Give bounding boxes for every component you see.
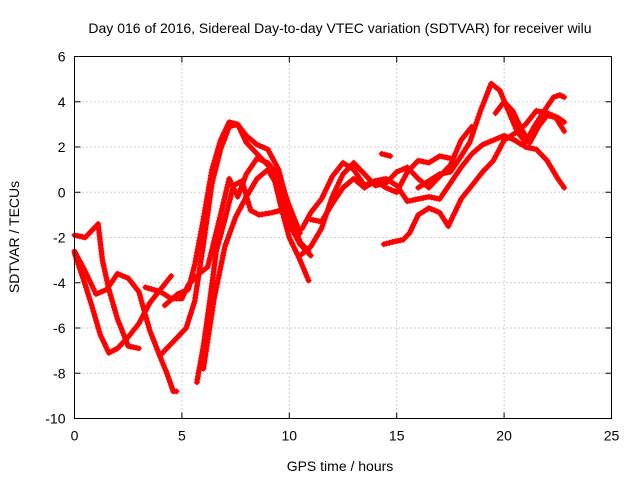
series-markers [71, 248, 180, 395]
plot-frame [74, 56, 612, 419]
series-markers [378, 150, 394, 160]
y-tick-label: 6 [58, 49, 66, 65]
chart-title: Day 016 of 2016, Sidereal Day-to-day VTE… [88, 20, 591, 36]
y-tick-label: -2 [53, 230, 66, 246]
y-tick-label: 0 [58, 184, 66, 200]
series-pass-15 [492, 98, 568, 146]
x-tick-label: 25 [604, 428, 620, 444]
series-markers [200, 166, 314, 372]
y-axis-label: SDTVAR / TECUs [6, 181, 22, 293]
y-tick-label: -6 [53, 320, 66, 336]
x-axis-label: GPS time / hours [287, 458, 394, 474]
y-tick-label: -10 [45, 411, 65, 427]
series-pass-12 [378, 150, 394, 160]
series-pass-3 [71, 248, 180, 395]
axis-ticks: 0 5 10 15 20 25 -10 -8 -6 -4 -2 0 2 4 6 [45, 49, 619, 444]
series-markers [307, 132, 568, 225]
x-tick-label: 10 [282, 428, 298, 444]
y-tick-label: 2 [58, 139, 66, 155]
x-tick-label: 0 [71, 428, 79, 444]
series-pass-14 [415, 80, 568, 191]
series-pass-2 [71, 250, 175, 356]
x-tick-label: 20 [496, 428, 512, 444]
series-markers [193, 177, 297, 386]
x-tick-label: 15 [389, 428, 405, 444]
series-pass-11 [307, 132, 568, 225]
series-group [71, 80, 568, 395]
y-tick-label: -8 [53, 365, 66, 381]
series-markers [492, 98, 568, 146]
series-pass-7 [193, 177, 297, 386]
y-tick-label: -4 [53, 275, 66, 291]
series-line [72, 248, 179, 394]
series-line [200, 167, 314, 372]
x-tick-label: 5 [178, 428, 186, 444]
series-line [157, 121, 312, 358]
grid [74, 56, 612, 419]
series-markers [415, 80, 568, 191]
y-tick-label: 4 [58, 94, 66, 110]
series-pass-6 [157, 121, 312, 359]
series-pass-8 [200, 166, 314, 372]
